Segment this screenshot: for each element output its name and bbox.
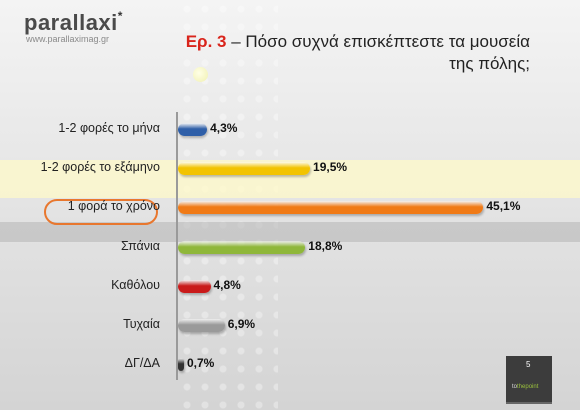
background-band-grey (0, 222, 580, 242)
value-label-4: 4,8% (213, 277, 241, 292)
bar-0 (178, 123, 208, 136)
value-label-5: 6,9% (227, 317, 256, 331)
category-label-6: ΔΓ/ΔΑ (124, 356, 160, 371)
parallaxi-logo: parallaxi* (24, 9, 123, 36)
bar-2 (178, 201, 484, 215)
bar-6 (178, 358, 184, 372)
category-label-0: 1-2 φορές το μήνα (58, 121, 160, 135)
bar-5 (178, 319, 225, 332)
value-label-6: 0,7% (187, 356, 215, 371)
category-label-3: Σπάνια (120, 238, 160, 253)
category-label-4: Καθόλου (111, 277, 160, 292)
value-label-2: 45,1% (486, 199, 521, 214)
chart-title-line-1: Ερ. 3 – Πόσο συχνά επισκέπτεστε τα μουσε… (186, 32, 530, 52)
logo-star: * (117, 9, 123, 23)
category-label-5: Τυχαία (123, 317, 160, 331)
bar-4 (178, 279, 211, 293)
tothepoint-logo: 5 tothepoint (506, 356, 552, 402)
tothepoint-underline (506, 402, 552, 404)
category-label-2: 1 φορά το χρόνο (67, 199, 160, 214)
page-number: 5 (526, 360, 531, 369)
value-label-1: 19,5% (313, 160, 348, 175)
value-label-3: 18,8% (308, 238, 343, 253)
question-text: – Πόσο συχνά επισκέπτεστε τα μουσεία (226, 32, 530, 51)
logo-url: www.parallaximag.gr (26, 34, 110, 44)
highlight-oval (44, 199, 158, 225)
chart-title-line-2: της πόλης; (449, 54, 530, 73)
bar-1 (178, 162, 311, 176)
question-number: Ερ. 3 (185, 32, 227, 51)
category-label-1: 1-2 φορές το εξάμηνο (40, 160, 160, 175)
category-axis (176, 112, 178, 380)
decorative-ball (193, 67, 208, 82)
bar-3 (178, 240, 306, 254)
logo-text: parallaxi (24, 10, 118, 35)
tothepoint-text: tothepoint (512, 384, 539, 390)
value-label-0: 4,3% (210, 121, 238, 135)
